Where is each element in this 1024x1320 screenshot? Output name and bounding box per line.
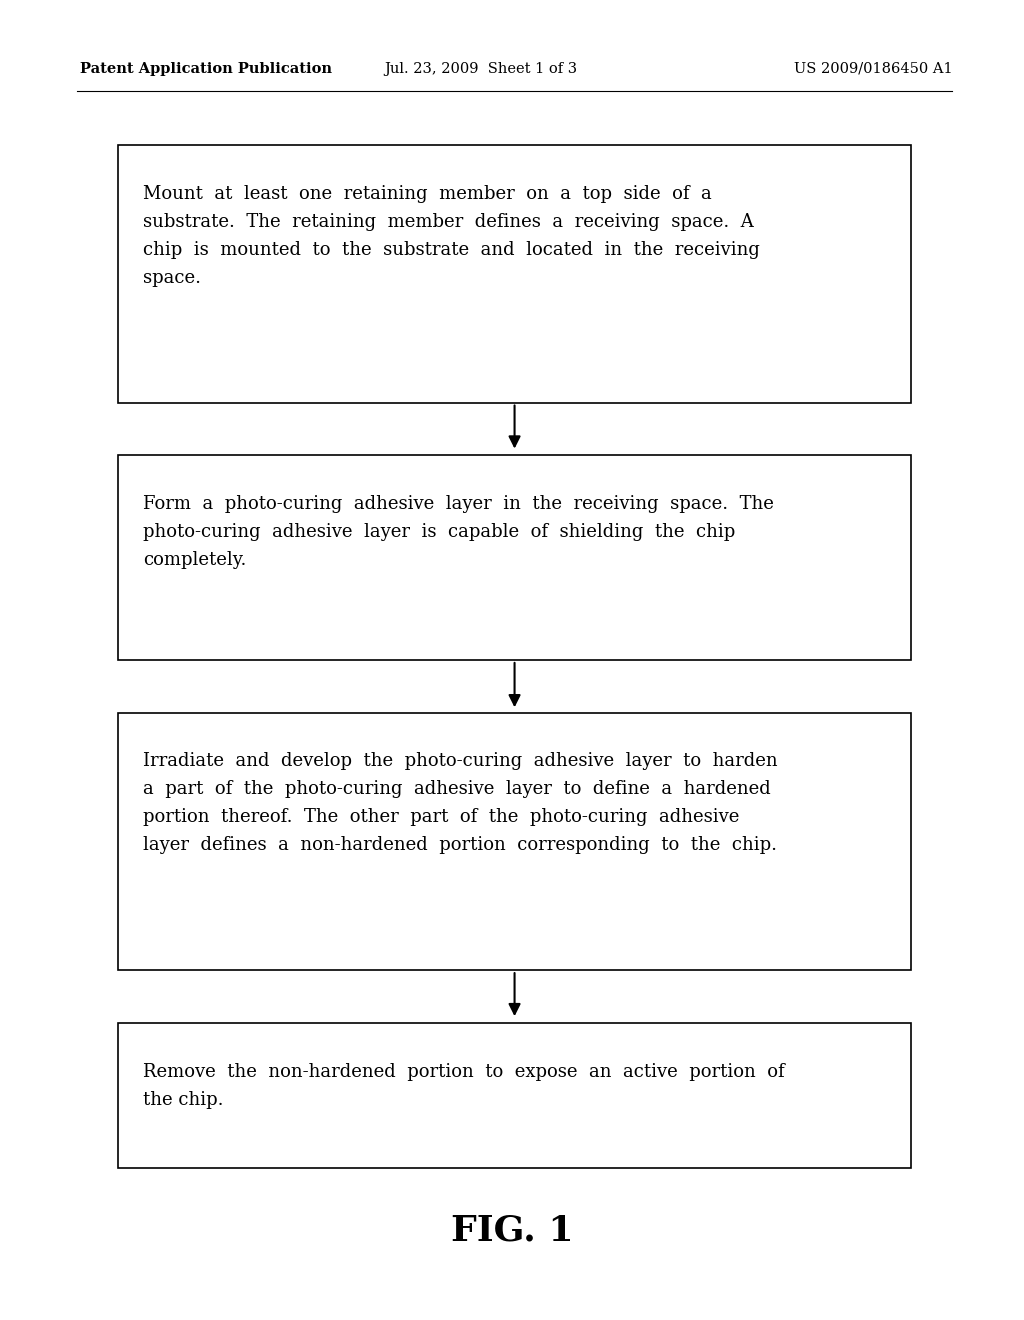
Text: space.: space. xyxy=(143,269,202,286)
Text: Form  a  photo-curing  adhesive  layer  in  the  receiving  space.  The: Form a photo-curing adhesive layer in th… xyxy=(143,495,774,513)
FancyBboxPatch shape xyxy=(118,1023,911,1168)
Text: Irradiate  and  develop  the  photo-curing  adhesive  layer  to  harden: Irradiate and develop the photo-curing a… xyxy=(143,752,778,771)
Text: Jul. 23, 2009  Sheet 1 of 3: Jul. 23, 2009 Sheet 1 of 3 xyxy=(385,62,578,77)
FancyBboxPatch shape xyxy=(118,455,911,660)
Text: portion  thereof.  The  other  part  of  the  photo-curing  adhesive: portion thereof. The other part of the p… xyxy=(143,808,739,826)
Text: Patent Application Publication: Patent Application Publication xyxy=(80,62,332,77)
Text: US 2009/0186450 A1: US 2009/0186450 A1 xyxy=(794,62,952,77)
Text: the chip.: the chip. xyxy=(143,1090,224,1109)
Text: Mount  at  least  one  retaining  member  on  a  top  side  of  a: Mount at least one retaining member on a… xyxy=(143,185,712,203)
Text: layer  defines  a  non-hardened  portion  corresponding  to  the  chip.: layer defines a non-hardened portion cor… xyxy=(143,837,777,854)
Text: Remove  the  non-hardened  portion  to  expose  an  active  portion  of: Remove the non-hardened portion to expos… xyxy=(143,1063,785,1081)
Text: chip  is  mounted  to  the  substrate  and  located  in  the  receiving: chip is mounted to the substrate and loc… xyxy=(143,240,760,259)
Text: photo-curing  adhesive  layer  is  capable  of  shielding  the  chip: photo-curing adhesive layer is capable o… xyxy=(143,523,735,541)
Text: completely.: completely. xyxy=(143,550,247,569)
FancyBboxPatch shape xyxy=(118,713,911,970)
Text: a  part  of  the  photo-curing  adhesive  layer  to  define  a  hardened: a part of the photo-curing adhesive laye… xyxy=(143,780,771,799)
FancyBboxPatch shape xyxy=(118,145,911,403)
Text: substrate.  The  retaining  member  defines  a  receiving  space.  A: substrate. The retaining member defines … xyxy=(143,213,754,231)
Text: FIG. 1: FIG. 1 xyxy=(451,1213,573,1247)
